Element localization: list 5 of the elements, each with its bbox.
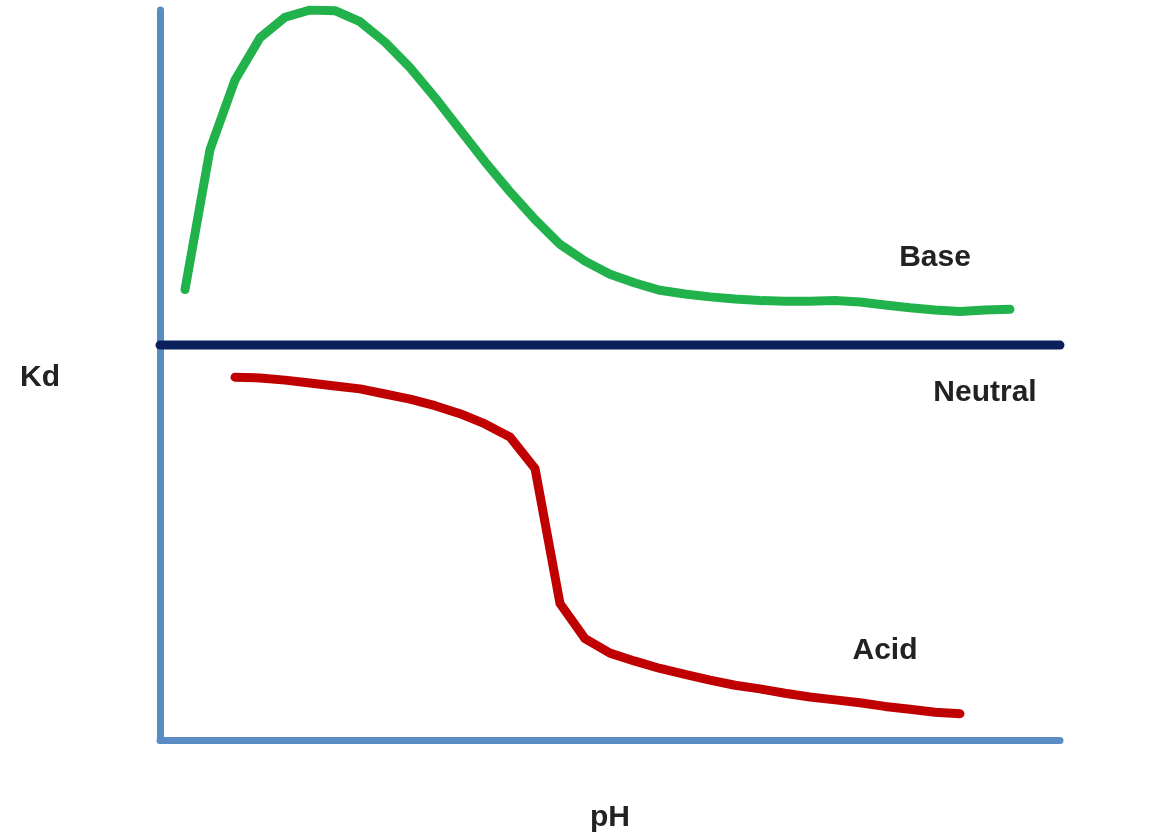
y-axis-title: Kd (20, 358, 60, 392)
series-label: Base (899, 238, 971, 272)
series-label: Neutral (933, 373, 1037, 407)
series-label: Acid (852, 631, 918, 665)
x-axis-title: pH (590, 798, 630, 832)
